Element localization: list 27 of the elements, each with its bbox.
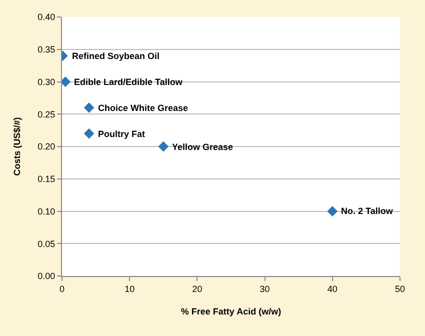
point bbox=[327, 206, 338, 216]
y-tick-label: 0.05 bbox=[38, 238, 56, 249]
point bbox=[84, 102, 94, 113]
x-axis-title: % Free Fatty Acid (w/w) bbox=[180, 306, 282, 317]
y-axis-title: Costs (US$/#) bbox=[12, 117, 22, 176]
annotation: Edible Lard/Edible Tallow bbox=[74, 77, 184, 87]
x-tick-label: 50 bbox=[394, 284, 406, 294]
point bbox=[158, 141, 169, 152]
annotation: Poultry Fat bbox=[98, 129, 146, 139]
y-tick-label: 0.20 bbox=[38, 142, 56, 152]
y-tick-label: 0.35 bbox=[38, 44, 56, 55]
y-tick-label: 0.10 bbox=[38, 206, 56, 216]
y-tick-label: 0.00 bbox=[38, 271, 56, 282]
x-tick-label: 40 bbox=[327, 284, 338, 294]
point bbox=[84, 128, 94, 139]
x-tick-label: 20 bbox=[192, 284, 202, 294]
annotation: Yellow Grease bbox=[172, 142, 234, 152]
annotation: No. 2 Tallow bbox=[341, 206, 394, 216]
annotation: Refined Soybean Oil bbox=[72, 51, 160, 61]
x-tick-label: 10 bbox=[124, 284, 135, 294]
y-tick-label: 0.40 bbox=[38, 12, 56, 22]
y-tick-label: 0.30 bbox=[38, 76, 56, 87]
annotation: Choice White Grease bbox=[98, 103, 188, 113]
x-tick-label: 30 bbox=[260, 284, 270, 294]
x-tick-label: 0 bbox=[59, 284, 65, 294]
y-tick-label: 0.25 bbox=[38, 109, 56, 120]
y-tick-label: 0.15 bbox=[38, 174, 56, 184]
